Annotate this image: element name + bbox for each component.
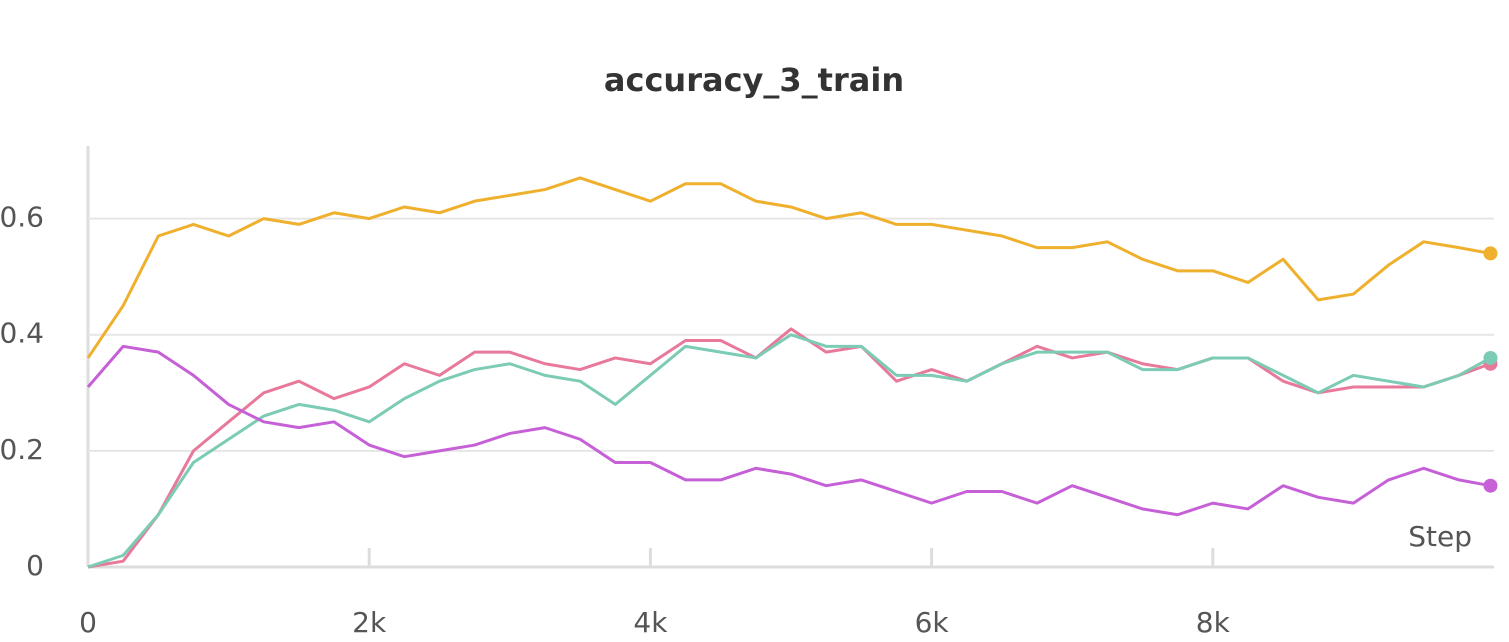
y-tick-label: 0.2 [0,433,44,466]
series-line [86,176,1491,359]
end-point [1483,478,1498,493]
x-axis-label: Step [1408,520,1472,553]
x-tick-label: 2k [352,606,387,639]
end-point [1483,350,1498,365]
series-line [86,344,1491,517]
x-tick-label: 6k [915,606,950,639]
series-line [87,327,1491,569]
series-line [87,333,1492,569]
y-tick-label: 0 [26,549,44,582]
y-tick-label: 0.4 [0,317,44,350]
x-tick-label: 0 [79,606,97,639]
x-tick-label: 4k [633,606,668,639]
end-point [1483,246,1498,261]
x-tick-label: 8k [1196,606,1231,639]
y-tick-label: 0.6 [0,201,44,234]
chart-title: accuracy_3_train [604,61,904,99]
